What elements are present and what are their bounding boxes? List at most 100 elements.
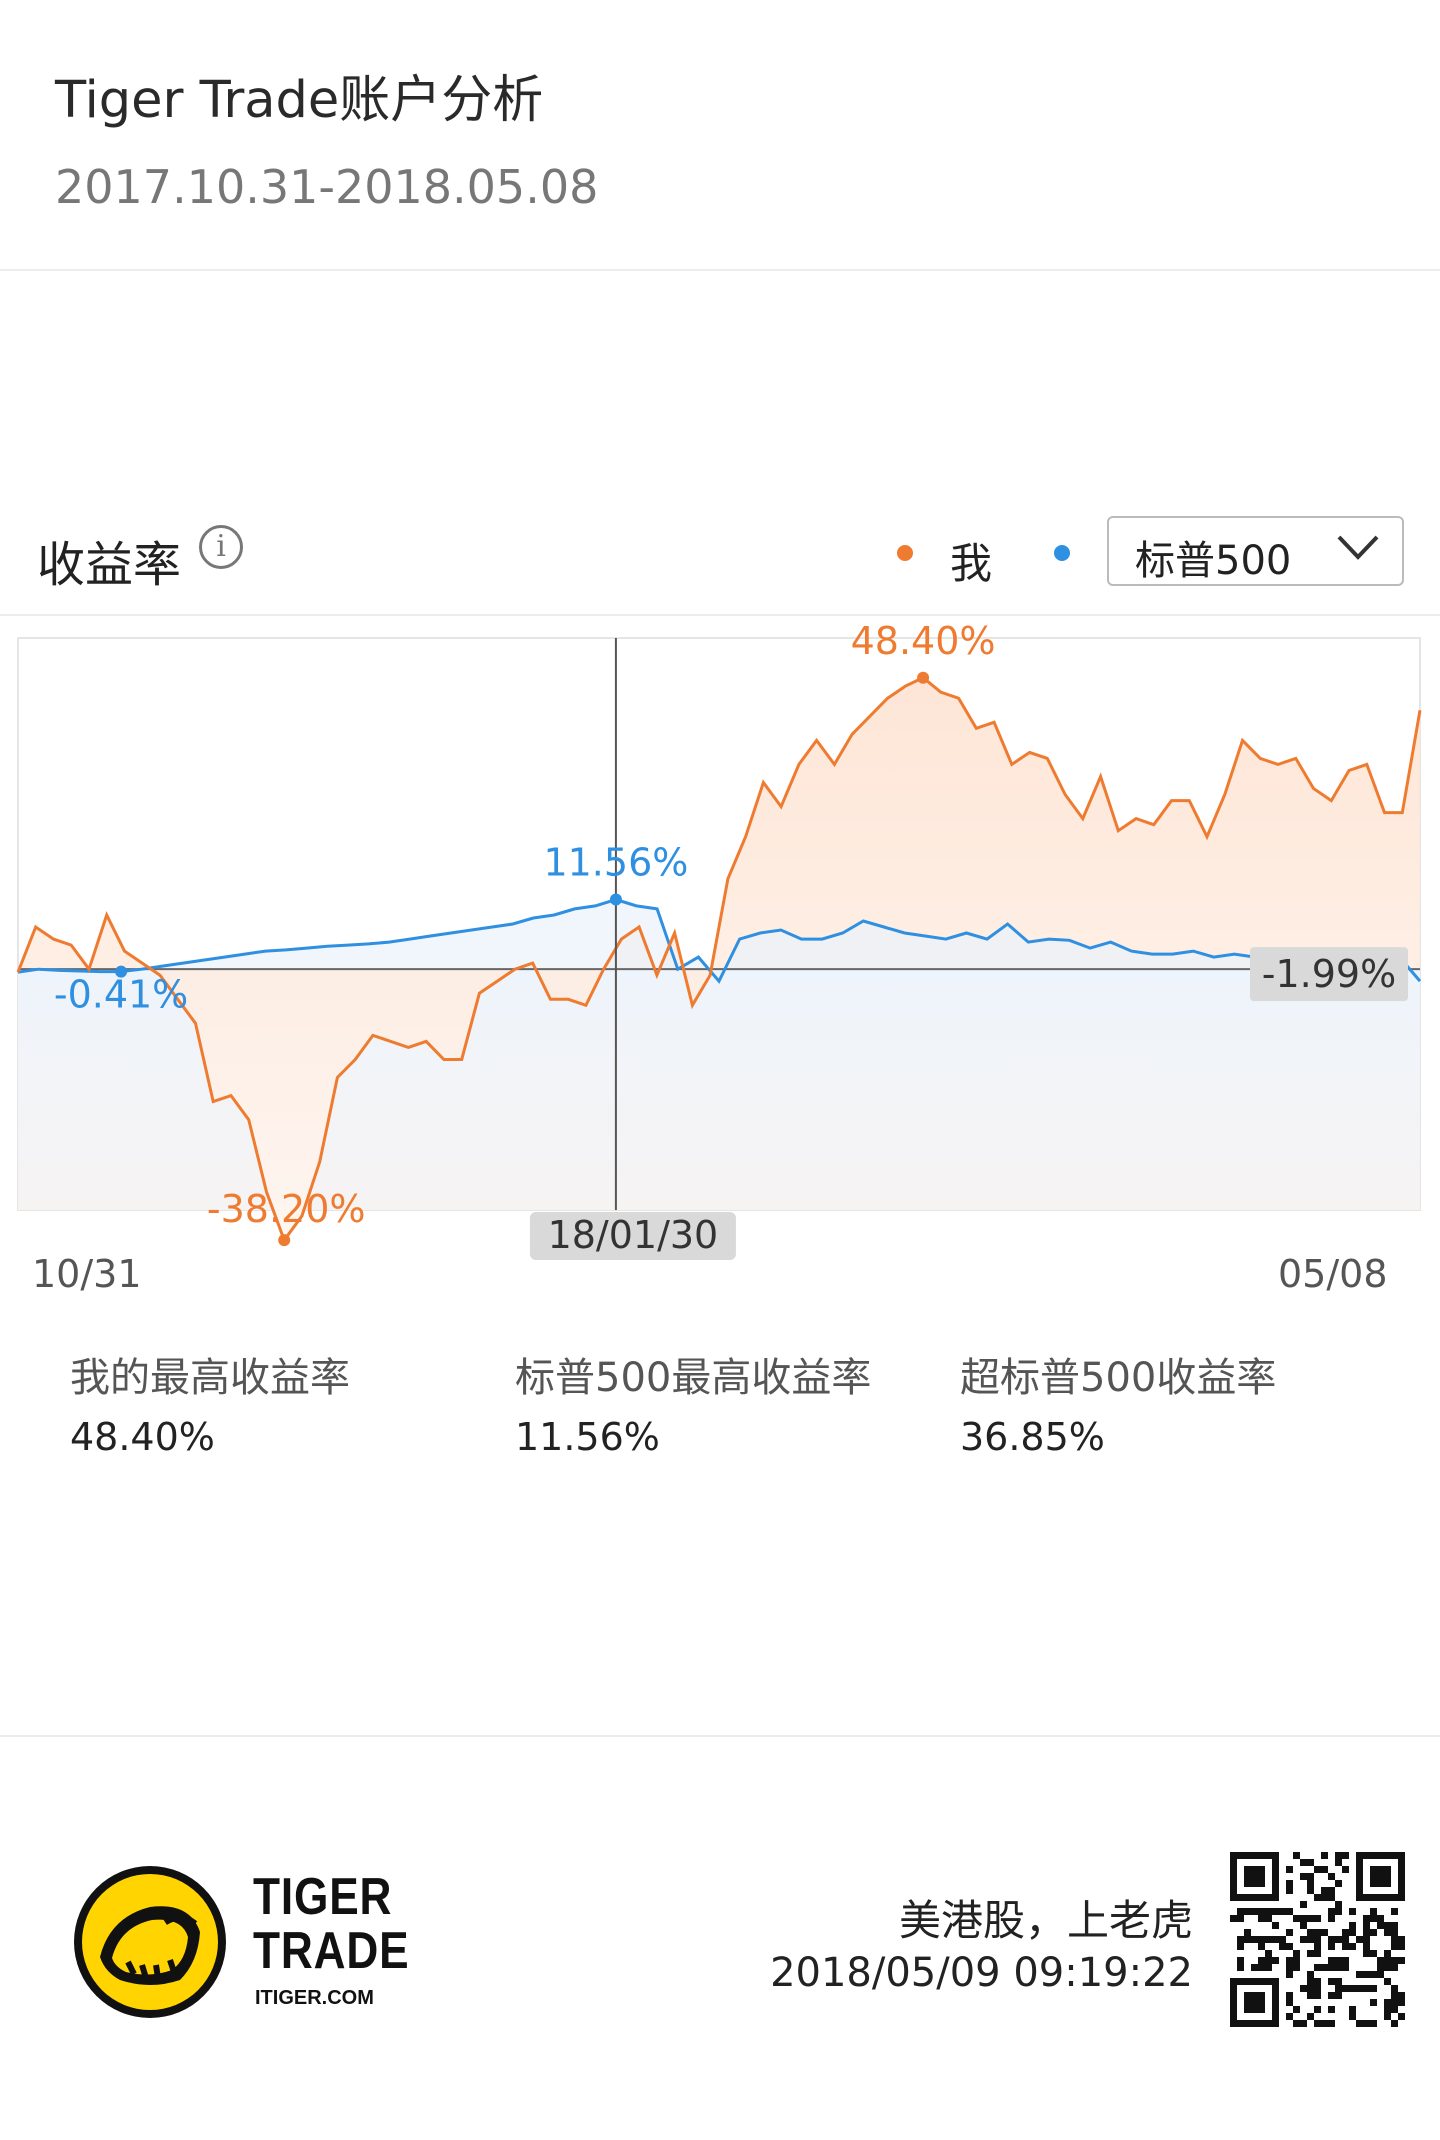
- qr-module: [1384, 2013, 1391, 2020]
- qr-module: [1363, 1915, 1370, 1922]
- qr-module: [1307, 1929, 1314, 1936]
- qr-code-icon: [1230, 1852, 1405, 2027]
- qr-module: [1398, 1999, 1405, 2006]
- qr-module: [1384, 1999, 1391, 2006]
- stat-value: 36.85%: [960, 1415, 1105, 1459]
- qr-module: [1265, 1964, 1272, 1971]
- qr-module: [1335, 1957, 1342, 1964]
- stat-value: 11.56%: [515, 1415, 660, 1459]
- benchmark-select-label: 标普500: [1135, 538, 1292, 584]
- qr-module: [1384, 2006, 1391, 2013]
- qr-module: [1314, 2020, 1321, 2027]
- qr-module: [1300, 1922, 1307, 1929]
- qr-module: [1314, 1915, 1321, 1922]
- annotation-label: 11.56%: [543, 841, 688, 885]
- qr-module: [1349, 1943, 1356, 1950]
- qr-module: [1349, 2006, 1356, 2013]
- qr-module: [1251, 1908, 1258, 1915]
- qr-module: [1398, 1957, 1405, 1964]
- annotation-dot: [917, 671, 930, 684]
- qr-module: [1258, 1915, 1265, 1922]
- qr-module: [1363, 1922, 1370, 1929]
- legend-me-dot: [897, 545, 913, 561]
- qr-module: [1342, 1964, 1349, 1971]
- qr-module: [1370, 1950, 1377, 1957]
- stats-row: 我的最高收益率 48.40% 标普500最高收益率 11.56% 超标普500收…: [0, 1345, 1440, 1465]
- qr-module: [1384, 1922, 1391, 1929]
- stat-excess-return: 超标普500收益率 36.85%: [960, 1345, 1276, 1459]
- qr-module: [1363, 1971, 1370, 1978]
- qr-module: [1265, 1957, 1272, 1964]
- brand-url: ITIGER.COM: [255, 1987, 374, 2009]
- qr-module: [1300, 1915, 1307, 1922]
- qr-module: [1279, 1943, 1286, 1950]
- qr-module: [1335, 1978, 1342, 1985]
- qr-module: [1328, 1894, 1335, 1901]
- qr-module: [1377, 1971, 1384, 1978]
- qr-module: [1293, 1852, 1300, 1859]
- chart-header: 收益率 i 我 标普500: [0, 500, 1440, 616]
- qr-module: [1335, 1901, 1342, 1908]
- slogan: 美港股，上老虎: [898, 1896, 1193, 1945]
- qr-module: [1286, 1964, 1293, 1971]
- info-icon[interactable]: i: [199, 525, 243, 569]
- qr-module: [1237, 1943, 1244, 1950]
- qr-module: [1300, 2020, 1307, 2027]
- qr-module: [1363, 1950, 1370, 1957]
- qr-module: [1314, 1943, 1321, 1950]
- qr-module: [1349, 1908, 1356, 1915]
- qr-module: [1384, 1978, 1391, 1985]
- qr-module: [1321, 1964, 1328, 1971]
- qr-module: [1335, 1908, 1342, 1915]
- timestamp: 2018/05/09 09:19:22: [770, 1950, 1193, 1996]
- report-header: Tiger Trade账户分析 2017.10.31-2018.05.08: [0, 0, 1440, 271]
- x-axis-end-label: 05/08: [1278, 1252, 1388, 1296]
- qr-module: [1342, 1929, 1349, 1936]
- qr-module: [1237, 1936, 1244, 1943]
- qr-module: [1314, 1866, 1321, 1873]
- qr-module: [1328, 2006, 1335, 2013]
- qr-module: [1244, 1908, 1251, 1915]
- qr-module: [1370, 1915, 1377, 1922]
- return-chart-svg[interactable]: 18/01/30 48.40% -38.20% 11.56% -0.41% -1.99%: [0, 620, 1440, 1320]
- qr-module: [1237, 1957, 1244, 1964]
- qr-module: [1342, 1936, 1349, 1943]
- qr-module: [1391, 2020, 1398, 2027]
- qr-module: [1391, 1985, 1398, 1992]
- crosshair-date-label: 18/01/30: [548, 1213, 719, 1257]
- qr-module: [1258, 1936, 1265, 1943]
- qr-module: [1363, 1929, 1370, 1936]
- qr-module: [1314, 1936, 1321, 1943]
- brand-name: TIGER TRADE: [253, 1870, 409, 1978]
- return-chart[interactable]: 18/01/30 48.40% -38.20% 11.56% -0.41% -1.99%: [0, 620, 1440, 1320]
- benchmark-select[interactable]: 标普500: [1107, 516, 1404, 586]
- qr-module: [1307, 1859, 1314, 1866]
- qr-module: [1335, 1936, 1342, 1943]
- last-value-box: [1250, 947, 1408, 1002]
- qr-module: [1272, 1957, 1279, 1964]
- qr-module: [1293, 2020, 1300, 2027]
- qr-module: [1286, 1866, 1293, 1873]
- qr-module: [1230, 1915, 1237, 1922]
- qr-module: [1321, 1852, 1328, 1859]
- qr-module: [1314, 1950, 1321, 1957]
- qr-module: [1314, 2006, 1321, 2013]
- qr-module: [1328, 1873, 1335, 1880]
- qr-module: [1265, 1936, 1272, 1943]
- qr-module: [1307, 1887, 1314, 1894]
- qr-module: [1272, 1908, 1279, 1915]
- qr-module: [1265, 1908, 1272, 1915]
- qr-module: [1342, 1852, 1349, 1859]
- brand-line-1: TIGER: [253, 1868, 393, 1926]
- series-me-area: [18, 677, 1420, 1241]
- stat-benchmark-max: 标普500最高收益率 11.56%: [515, 1345, 871, 1459]
- annotation-label: -38.20%: [207, 1187, 366, 1231]
- qr-module: [1377, 1922, 1384, 1929]
- qr-module: [1328, 1957, 1335, 1964]
- return-rate-label: 收益率: [37, 537, 182, 593]
- qr-module: [1286, 1880, 1293, 1887]
- qr-module: [1286, 2013, 1293, 2020]
- qr-module: [1391, 1999, 1398, 2006]
- qr-module: [1342, 1943, 1349, 1950]
- qr-module: [1286, 1999, 1293, 2006]
